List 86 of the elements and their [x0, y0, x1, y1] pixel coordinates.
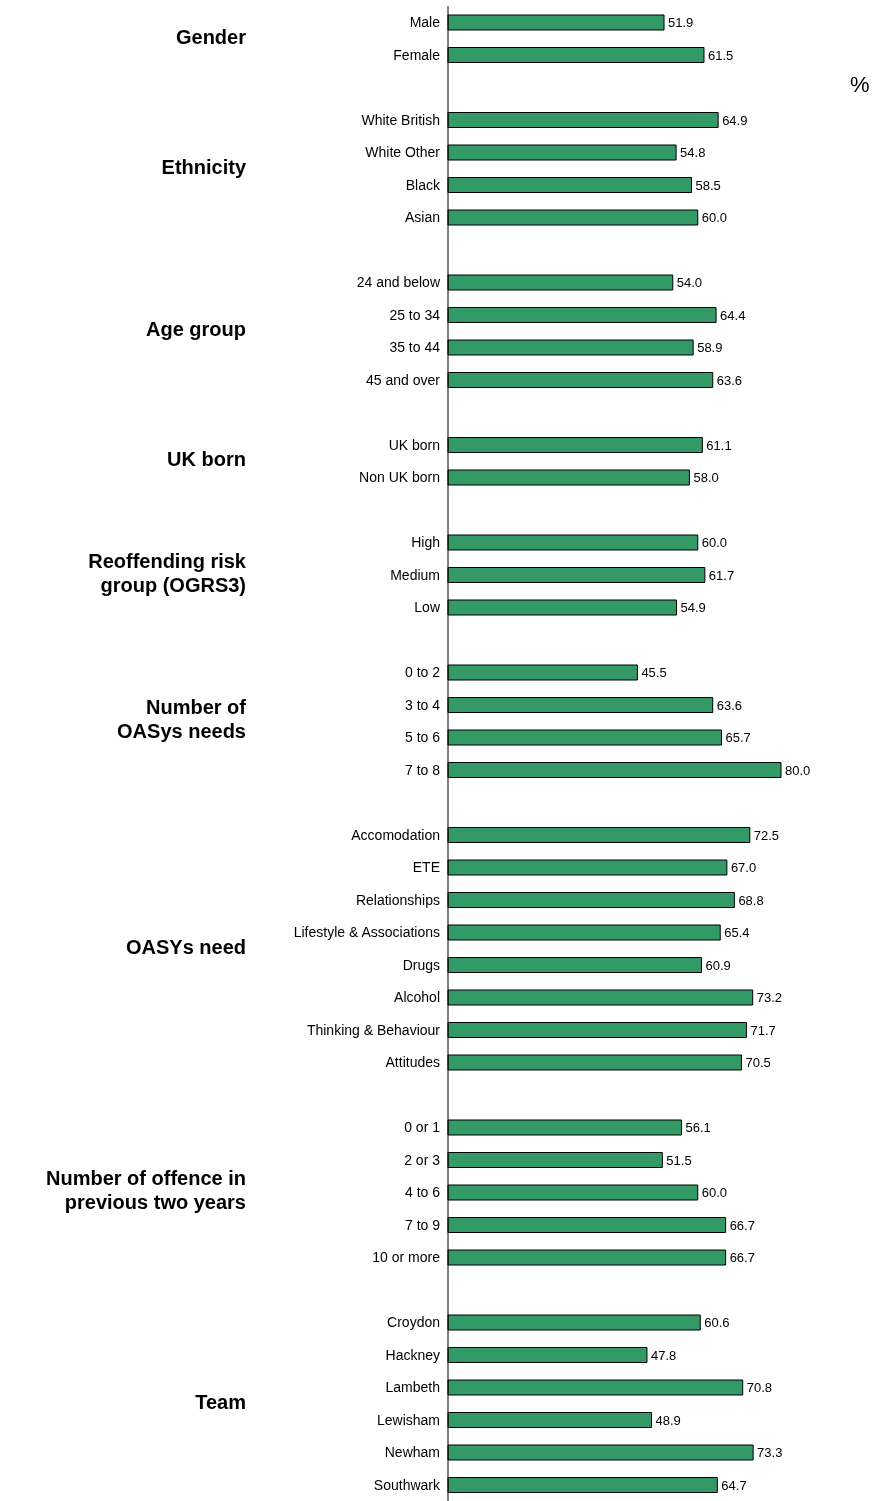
- data-label: 64.7: [721, 1477, 747, 1493]
- text: Ethnicity: [161, 154, 246, 179]
- data-label: 65.7: [725, 730, 751, 746]
- data-label: 67.0: [730, 860, 757, 876]
- y-tick-label: Low: [414, 599, 441, 616]
- y-tick-label: Drugs: [402, 956, 440, 973]
- y-tick-label: ETE: [412, 859, 440, 876]
- data-label: 65.4: [724, 925, 750, 941]
- data-label: 61.1: [706, 437, 732, 453]
- data-label: 72.5: [753, 827, 780, 843]
- data-label: 61.5: [707, 47, 734, 63]
- y-tick-label: 2 or 3: [404, 1151, 441, 1168]
- y-tick-label: Southwark: [373, 1476, 441, 1493]
- text: Team: [195, 1389, 246, 1414]
- text: Number of offence in previous two years: [45, 1166, 246, 1215]
- y-tick-label: Lifestyle & Associations: [293, 924, 440, 941]
- y-tick-label: 4 to 6: [404, 1184, 441, 1201]
- y-tick-label: 7 to 8: [404, 761, 441, 778]
- data-label: 71.7: [750, 1022, 776, 1038]
- y-tick-label: White Other: [365, 144, 441, 161]
- text: OASYs need: [125, 934, 246, 959]
- data-label: 64.4: [720, 307, 746, 323]
- y-tick-label: 0 to 2: [404, 664, 441, 681]
- y-tick-label: Accomodation: [351, 826, 440, 843]
- data-label: 68.8: [738, 892, 764, 908]
- data-label: 56.1: [685, 1120, 711, 1136]
- data-label: 80.0: [785, 762, 811, 778]
- text: Reoffending risk group (OGRS3): [88, 548, 246, 597]
- data-label: 54.0: [676, 275, 703, 291]
- y-tick-label: Attitudes: [385, 1054, 440, 1071]
- y-tick-label: Lambeth: [385, 1379, 440, 1396]
- y-tick-label: 25 to 34: [389, 306, 441, 323]
- data-label: 48.9: [655, 1412, 681, 1428]
- y-tick-label: Asian: [404, 209, 440, 226]
- data-label: 60.0: [701, 1185, 728, 1201]
- data-label: 60.0: [701, 535, 728, 551]
- data-label: 54.8: [680, 145, 706, 161]
- data-label: 70.8: [746, 1380, 773, 1396]
- x-axis-title: %: [850, 72, 870, 98]
- data-label: 58.5: [695, 177, 721, 193]
- y-tick-label: Relationships: [355, 891, 440, 908]
- text: Number of OASys needs: [117, 695, 246, 743]
- data-label: 47.8: [650, 1347, 677, 1363]
- y-tick-label: 3 to 4: [404, 696, 441, 713]
- y-tick-label: Female: [393, 46, 441, 63]
- data-label: 66.7: [729, 1217, 755, 1233]
- text: UK born: [167, 447, 246, 471]
- y-tick-label: Newham: [384, 1444, 440, 1461]
- data-label: 66.7: [729, 1250, 755, 1266]
- y-tick-label: UK born: [388, 436, 440, 453]
- y-tick-label: Lewisham: [376, 1411, 440, 1428]
- data-label: 70.5: [745, 1055, 771, 1071]
- y-tick-label: Croydon: [387, 1314, 440, 1331]
- text: Gender: [175, 24, 246, 49]
- data-label: 60.0: [701, 210, 728, 226]
- data-label: 63.6: [716, 697, 743, 713]
- y-tick-label: Alcohol: [394, 989, 440, 1006]
- y-tick-label: 24 and below: [356, 274, 441, 291]
- data-label: 51.9: [668, 15, 694, 31]
- y-tick-label: 35 to 44: [389, 339, 441, 356]
- data-label: 45.5: [641, 665, 667, 681]
- y-tick-label: Male: [409, 14, 441, 31]
- y-tick-label: 5 to 6: [404, 729, 441, 746]
- y-tick-label: Black: [405, 176, 441, 193]
- data-label: 73.2: [756, 990, 783, 1006]
- text: Age group: [146, 317, 246, 341]
- data-label: 60.9: [705, 957, 731, 973]
- data-label: 60.6: [704, 1315, 730, 1331]
- y-tick-label: Medium: [390, 566, 440, 583]
- y-tick-label: Thinking & Behaviour: [306, 1021, 441, 1038]
- data-label: 63.6: [716, 372, 743, 388]
- y-tick-label: High: [411, 534, 440, 551]
- data-label: 58.9: [697, 340, 723, 356]
- data-label: 64.9: [722, 112, 748, 128]
- y-tick-label: White British: [361, 111, 440, 128]
- data-label: 73.3: [757, 1445, 783, 1461]
- data-label: 58.0: [693, 470, 719, 486]
- y-tick-label: 0 or 1: [404, 1119, 441, 1136]
- y-tick-label: Hackney: [385, 1346, 440, 1363]
- data-label: 61.7: [708, 567, 735, 583]
- y-tick-label: 7 to 9: [404, 1216, 441, 1233]
- data-label: 54.9: [680, 600, 706, 616]
- y-tick-label: 10 or more: [372, 1249, 441, 1266]
- y-tick-label: Non UK born: [359, 469, 440, 486]
- data-label: 51.5: [666, 1152, 692, 1168]
- y-tick-label: 45 and over: [366, 371, 441, 388]
